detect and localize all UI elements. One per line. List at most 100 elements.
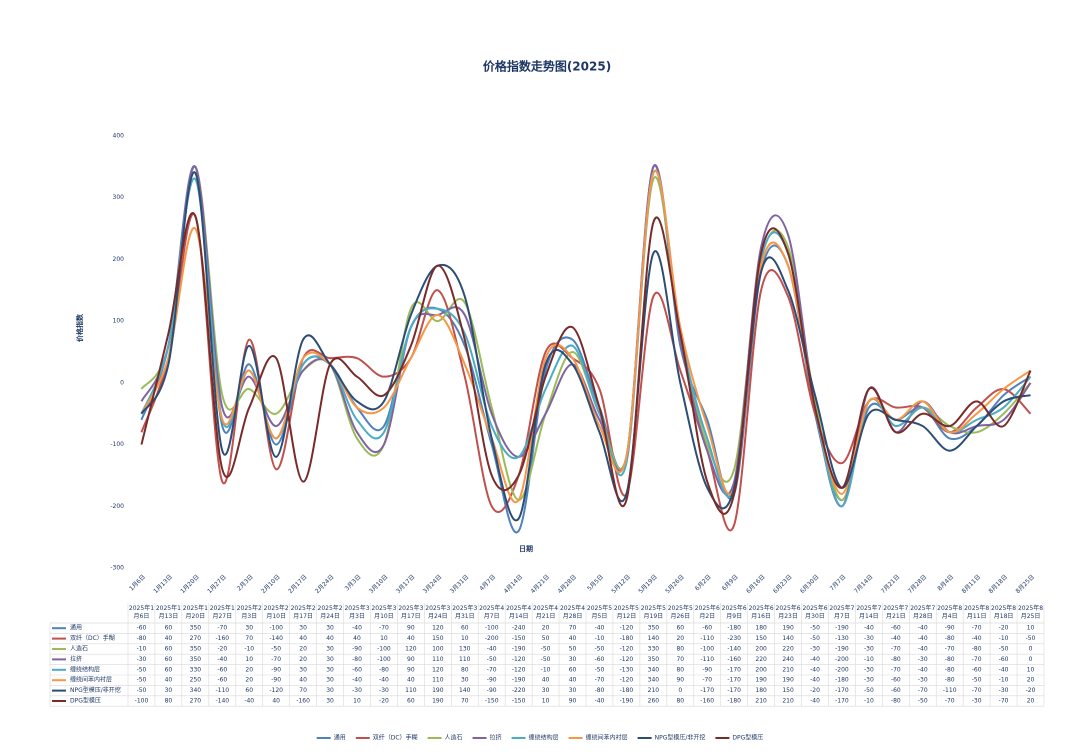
table-cell: -10 — [864, 698, 874, 705]
table-cell: -50 — [972, 677, 982, 684]
table-cell: -80 — [945, 635, 955, 642]
table-header: 2025年7 月7日 — [829, 604, 854, 620]
table-cell: 120 — [432, 666, 444, 673]
x-tick-label: 3月24日 — [422, 574, 444, 596]
table-cell: 260 — [648, 698, 660, 705]
table-cell: 60 — [407, 698, 415, 705]
table-cell: 50 — [542, 635, 550, 642]
table-cell: 210 — [782, 666, 794, 673]
x-tick-label: 6月30日 — [799, 574, 821, 596]
table-header: 2025年4 月7日 — [479, 604, 504, 620]
table-header: 2025年3 月24日 — [425, 604, 450, 620]
table-cell: -190 — [512, 677, 526, 684]
table-cell: 350 — [190, 646, 202, 653]
table-cell: 10 — [461, 635, 469, 642]
table-header: 2025年1 月27日 — [210, 604, 235, 620]
table-cell: -50 — [137, 666, 147, 673]
table-header: 2025年8 月4日 — [937, 604, 962, 620]
table-header: 2025年5 月12日 — [614, 604, 639, 620]
table-cell: -40 — [810, 698, 820, 705]
table-cell: 30 — [542, 687, 550, 694]
x-tick-label: 3月17日 — [395, 574, 417, 596]
table-header: 2025年1 月6日 — [129, 604, 154, 620]
table-cell: 40 — [569, 677, 577, 684]
table-cell: -80 — [945, 666, 955, 673]
table-cell: 30 — [299, 666, 307, 673]
table-cell: -20 — [217, 646, 227, 653]
table-cell: -80 — [595, 687, 605, 694]
table-cell: -80 — [891, 656, 901, 663]
table-cell: 40 — [165, 635, 173, 642]
table-header: 2025年6 月2日 — [695, 604, 720, 620]
table-cell: -50 — [810, 635, 820, 642]
table-cell: 210 — [782, 698, 794, 705]
table-cell: -40 — [217, 656, 227, 663]
table-cell: -170 — [835, 687, 849, 694]
table-cell: 190 — [432, 698, 444, 705]
table-cell: -200 — [835, 656, 849, 663]
legend-label: NPG型模压/非开挖 — [655, 734, 706, 742]
x-tick-label: 4月14日 — [503, 574, 525, 596]
table-cell: -190 — [835, 625, 849, 632]
table-cell: 150 — [782, 687, 794, 694]
table-cell: 40 — [326, 635, 334, 642]
table-cell: -20 — [999, 625, 1009, 632]
table-cell: 30 — [326, 625, 334, 632]
table-cell: -70 — [972, 687, 982, 694]
legend-label: 人造石 — [445, 734, 463, 742]
table-cell: 150 — [755, 635, 767, 642]
legend-label: 拉挤 — [490, 734, 502, 742]
table-cell: -70 — [972, 625, 982, 632]
table-cell: 40 — [165, 677, 173, 684]
table-cell: -100 — [700, 646, 714, 653]
table-header: 2025年4 月21日 — [533, 604, 558, 620]
table-cell: -10 — [244, 646, 254, 653]
series-line — [140, 171, 1031, 522]
x-tick-label: 3月31日 — [449, 574, 471, 596]
table-cell: -50 — [864, 687, 874, 694]
table-cell: 240 — [782, 656, 794, 663]
table-cell: 80 — [165, 698, 173, 705]
table-cell: -100 — [269, 625, 283, 632]
table-cell: 150 — [432, 635, 444, 642]
table-cell: -40 — [379, 677, 389, 684]
table-cell: 70 — [245, 635, 253, 642]
table-cell: 330 — [648, 646, 660, 653]
table-cell: 50 — [569, 646, 577, 653]
table-cell: -40 — [352, 677, 362, 684]
table-cell: -40 — [352, 625, 362, 632]
table-cell: -50 — [595, 666, 605, 673]
table-cell: 60 — [245, 687, 253, 694]
table-cell: 0 — [1029, 646, 1033, 653]
table-cell: -120 — [620, 646, 634, 653]
table-cell: -60 — [702, 625, 712, 632]
y-tick-label: -200 — [110, 503, 124, 510]
table-cell: -160 — [727, 656, 741, 663]
x-axis-title: 日期 — [519, 544, 533, 553]
table-cell: -30 — [137, 656, 147, 663]
table-cell: 70 — [569, 625, 577, 632]
table-cell: 120 — [432, 625, 444, 632]
table-cell: 60 — [676, 625, 684, 632]
table-cell: -160 — [700, 698, 714, 705]
series-line — [140, 169, 1032, 504]
table-cell: -170 — [700, 687, 714, 694]
table-cell: -60 — [891, 687, 901, 694]
x-tick-label: 1月13日 — [152, 574, 174, 596]
table-header: 2025年4 月28日 — [560, 604, 585, 620]
table-cell: -90 — [487, 677, 497, 684]
table-cell: -40 — [918, 646, 928, 653]
table-cell: 30 — [245, 625, 253, 632]
table-cell: 120 — [405, 646, 417, 653]
table-header: 2025年1 月20日 — [183, 604, 208, 620]
table-cell: 30 — [326, 666, 334, 673]
table-cell: -150 — [512, 698, 526, 705]
legend-label: 通用 — [334, 734, 346, 742]
table-cell: -20 — [1026, 687, 1036, 694]
table-cell: -50 — [1026, 635, 1036, 642]
table-cell: -50 — [810, 625, 820, 632]
table-cell: -40 — [891, 635, 901, 642]
table-cell: -140 — [269, 635, 283, 642]
table-cell: -150 — [512, 635, 526, 642]
